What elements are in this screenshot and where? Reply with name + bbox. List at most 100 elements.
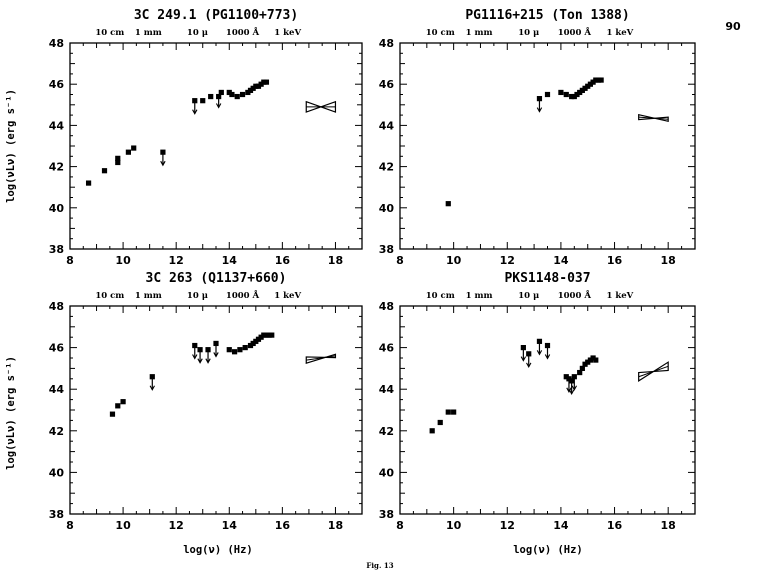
x-tick-label: 14: [222, 519, 238, 532]
data-point: [587, 81, 594, 87]
data-point: [593, 357, 599, 363]
y-tick-label: 42: [379, 161, 394, 174]
data-point: [247, 342, 254, 349]
top-axis-label: 1 keV: [274, 291, 301, 301]
x-tick-label: 16: [607, 254, 623, 267]
data-point: [558, 89, 564, 96]
data-point: [115, 155, 121, 161]
sed-panel-4: PKS1148-037 10 cm 1 mm 10 μ 1000 Å 1 keV 8 10 12…: [379, 271, 696, 532]
top-axis-label: 10 μ: [187, 28, 208, 38]
y-tick-label: 40: [379, 202, 395, 215]
data-point: [585, 359, 591, 365]
y-tick-label: 38: [379, 508, 394, 521]
top-axis-label: 1 keV: [607, 291, 634, 301]
x-tick-label: 14: [553, 254, 569, 267]
x-tick-label: 10: [446, 254, 462, 267]
upper-limit-arrowhead: [215, 103, 222, 109]
data-point: [115, 159, 121, 166]
plot-frame: [69, 42, 363, 250]
y-tick-label: 38: [49, 243, 64, 256]
data-point: [242, 345, 248, 351]
sed-panel-3: 3C 263 (Q1137+660) 10 cm 1 mm 10 μ 1000 Å 1 k…: [49, 271, 363, 532]
y-tick-label: 40: [379, 466, 395, 479]
data-point: [226, 89, 232, 96]
y-tick-label: 42: [379, 425, 394, 438]
upper-limit-arrowhead: [160, 160, 166, 167]
upper-limit-arrowhead: [149, 385, 155, 391]
x-tick-label: 12: [500, 519, 515, 532]
data-point: [590, 355, 596, 361]
sed-panel-2: PG1116+215 (Ton 1388) 10 cm 1 mm 10 μ 1000 Å…: [379, 8, 696, 267]
data-point: [544, 91, 551, 98]
top-axis-label: 1000 Å: [226, 26, 260, 38]
x-tick-label: 14: [553, 519, 569, 532]
x-tick-label: 14: [222, 254, 238, 267]
data-point: [149, 374, 155, 380]
data-point: [261, 332, 267, 338]
x-tick-label: 12: [500, 254, 515, 267]
panel-title: PKS1148-037: [504, 271, 590, 286]
data-point: [571, 93, 577, 100]
xray-bowtie-center: [638, 116, 669, 120]
data-point: [234, 93, 240, 100]
data-point: [250, 340, 256, 347]
top-axis-label: 1 mm: [466, 28, 493, 38]
y-tick-label: 46: [49, 342, 65, 355]
data-point: [231, 349, 238, 355]
x-tick-label: 8: [396, 254, 404, 267]
data-point: [192, 342, 198, 349]
data-point: [266, 332, 272, 338]
data-point: [258, 334, 264, 340]
data-point: [536, 338, 543, 344]
plot-frame: [399, 305, 696, 515]
upper-limit-arrowhead: [536, 350, 543, 356]
data-point: [237, 347, 243, 353]
data-point: [258, 81, 264, 87]
top-axis-label: 10 cm: [426, 291, 455, 301]
data-point: [569, 378, 575, 384]
data-point: [115, 403, 121, 409]
xray-bowtie: [305, 353, 337, 365]
data-point: [598, 77, 604, 83]
data-point: [566, 376, 572, 382]
y-tick-label: 46: [379, 342, 395, 355]
x-tick-label: 12: [169, 254, 184, 267]
data-point: [200, 98, 206, 104]
data-point: [593, 77, 599, 83]
data-point: [445, 201, 451, 207]
top-axis-label: 1 mm: [135, 28, 162, 38]
top-axis-label: 10 cm: [426, 28, 455, 38]
x-axis-label-left: log(ν) (Hz): [183, 544, 253, 556]
data-point: [245, 89, 251, 96]
data-point: [585, 83, 591, 89]
xray-bowtie-center: [638, 365, 669, 378]
data-point: [520, 345, 526, 351]
data-point: [577, 89, 583, 96]
data-point: [85, 180, 92, 186]
data-point: [255, 83, 262, 89]
data-point: [577, 369, 583, 376]
upper-limit-arrowhead: [197, 358, 203, 364]
y-tick-label: 42: [49, 161, 64, 174]
data-point: [255, 336, 262, 342]
top-axis-label: 1000 Å: [226, 289, 260, 301]
upper-limit-arrowhead: [568, 389, 575, 396]
data-point: [437, 419, 443, 426]
x-tick-label: 18: [328, 519, 343, 532]
data-point: [263, 79, 270, 85]
page-number: 90: [725, 20, 741, 33]
y-tick-label: 46: [379, 78, 395, 91]
y-axis-label-bottom: log(νLν) (erg s⁻¹): [5, 356, 17, 470]
data-point: [253, 83, 259, 89]
data-point: [253, 338, 259, 344]
y-tick-label: 44: [49, 119, 65, 132]
data-point: [192, 98, 198, 104]
x-tick-label: 18: [661, 519, 676, 532]
data-point: [205, 347, 211, 353]
data-point: [216, 93, 222, 100]
upper-limit-arrowhead: [192, 354, 198, 360]
data-point: [197, 347, 203, 353]
top-axis-label: 10 cm: [95, 28, 124, 38]
panel-title: 3C 249.1 (PG1100+773): [134, 8, 298, 23]
